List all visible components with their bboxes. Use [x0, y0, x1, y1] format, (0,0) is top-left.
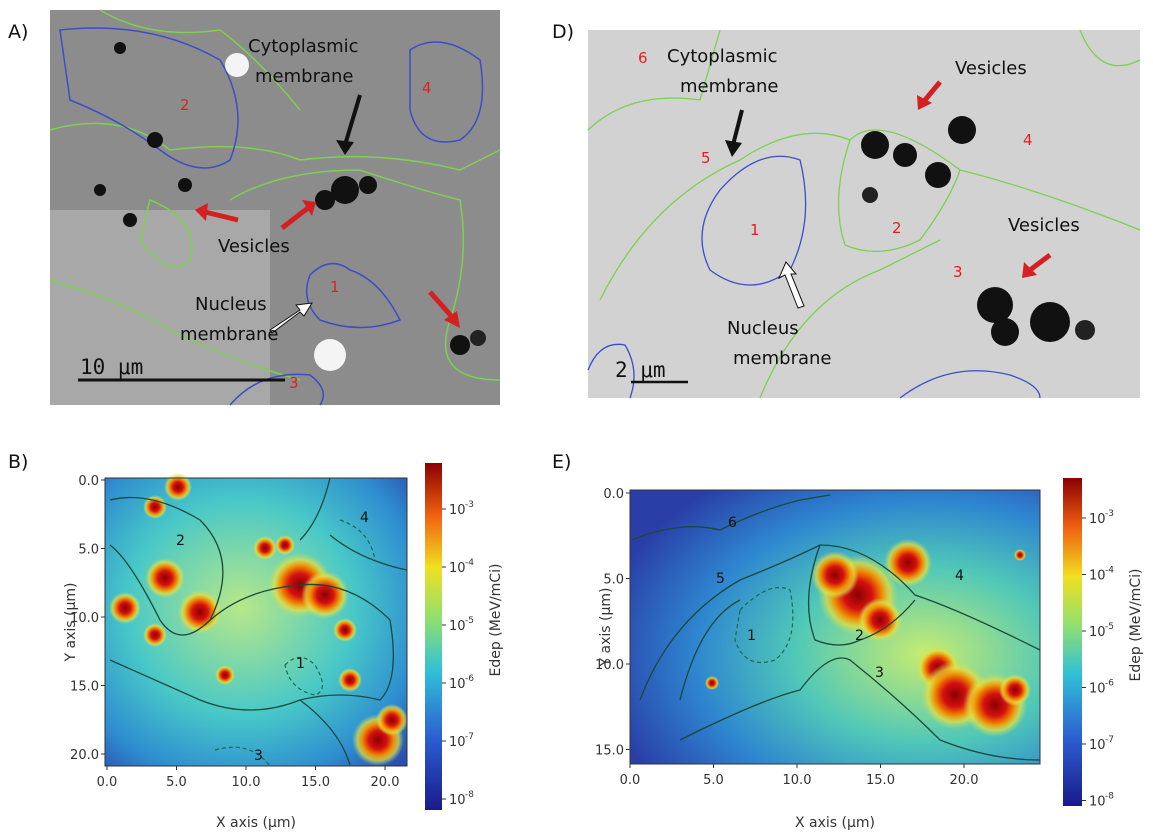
region-number: 2: [892, 219, 902, 237]
x-tick-label: 10.0: [783, 773, 812, 788]
colorbar-tick-exponent: -3: [465, 500, 474, 510]
y-tick-label: 0.0: [78, 474, 99, 489]
region-number: 1: [330, 278, 340, 296]
scale-bar-label: 10 μm: [80, 355, 143, 379]
colorbar-tick-base: 10: [1089, 569, 1106, 584]
region-number: 2: [176, 533, 185, 549]
colorbar-tick-exponent: -8: [465, 790, 474, 800]
colorbar-tick-base: 10: [449, 561, 466, 576]
region-number: 6: [728, 515, 737, 531]
colorbar-tick-base: 10: [1089, 625, 1106, 640]
colorbar-tick-exponent: -3: [1105, 509, 1114, 519]
y-axis-label: Y axis (μm): [63, 583, 79, 663]
x-tick-label: 20.0: [371, 775, 400, 790]
y-tick-label: 10.0: [70, 611, 99, 626]
panel-letter: A): [8, 21, 28, 43]
x-tick-label: 5.0: [166, 775, 187, 790]
colorbar-tick-exponent: -5: [1105, 622, 1114, 632]
colorbar-label: Edep (MeV/mCi): [488, 564, 504, 677]
colorbar-tick-exponent: -7: [465, 732, 474, 742]
colorbar-tick-base: 10: [449, 619, 466, 634]
region-number: 1: [750, 221, 760, 239]
region-number: 1: [296, 656, 305, 672]
y-tick-label: 15.0: [70, 680, 99, 695]
colorbar-tick-base: 10: [449, 793, 466, 808]
colorbar-label: Edep (MeV/mCi): [1128, 569, 1144, 682]
annotation: membrane: [733, 348, 831, 369]
region-number: 3: [953, 263, 963, 281]
colorbar-tick-exponent: -6: [465, 674, 474, 684]
panel-letter: B): [8, 451, 28, 473]
heatmap-b: [104, 463, 442, 810]
region-number: 5: [701, 149, 711, 167]
y-tick-label: 5.0: [78, 543, 99, 558]
scale-bar-label: 2 μm: [615, 358, 666, 382]
y-tick-label: 15.0: [595, 744, 624, 759]
colorbar-tick-base: 10: [1089, 682, 1106, 697]
heatmap-e: [629, 478, 1082, 806]
colorbar-tick-exponent: -6: [1105, 679, 1114, 689]
region-number: 4: [360, 510, 369, 526]
micrograph-d: [587, 29, 1141, 399]
region-number: 3: [875, 665, 884, 681]
y-tick-label: 20.0: [70, 748, 99, 763]
x-axis-label: X axis (μm): [216, 815, 296, 831]
y-tick-label: 0.0: [603, 487, 624, 502]
annotation: Cytoplasmic: [667, 46, 778, 67]
annotation: membrane: [255, 66, 353, 87]
region-number: 4: [422, 79, 432, 97]
x-tick-label: 20.0: [950, 773, 979, 788]
x-tick-label: 0.0: [97, 775, 118, 790]
colorbar-tick-exponent: -7: [1105, 735, 1114, 745]
annotation: Nucleus: [195, 294, 267, 315]
region-number: 6: [638, 49, 648, 67]
x-tick-label: 15.0: [301, 775, 330, 790]
annotation: Nucleus: [727, 318, 799, 339]
region-number: 5: [716, 571, 725, 587]
x-tick-label: 0.0: [620, 773, 641, 788]
colorbar-tick-base: 10: [449, 735, 466, 750]
colorbar-tick-base: 10: [1089, 795, 1106, 810]
micrograph-a: [49, 9, 501, 406]
x-tick-label: 15.0: [866, 773, 895, 788]
annotation: membrane: [680, 76, 778, 97]
colorbar-tick-exponent: -5: [465, 616, 474, 626]
annotation: Vesicles: [1008, 215, 1080, 236]
panel-letter: E): [552, 451, 571, 473]
panel-letter: D): [552, 21, 574, 43]
colorbar-tick-base: 10: [1089, 512, 1106, 527]
y-tick-label: 5.0: [603, 573, 624, 588]
y-axis-label: Y axis (μm): [598, 588, 614, 668]
colorbar-tick-base: 10: [449, 503, 466, 518]
x-tick-label: 5.0: [703, 773, 724, 788]
colorbar-tick-exponent: -8: [1105, 792, 1114, 802]
region-number: 1: [747, 628, 756, 644]
x-tick-label: 10.0: [232, 775, 261, 790]
colorbar-tick-exponent: -4: [1105, 566, 1114, 576]
colorbar-tick-exponent: -4: [465, 558, 474, 568]
annotation: Cytoplasmic: [248, 36, 359, 57]
region-number: 2: [855, 628, 864, 644]
y-tick-label: 10.0: [595, 658, 624, 673]
region-number: 4: [955, 568, 964, 584]
annotation: Vesicles: [218, 236, 290, 257]
region-number: 3: [254, 748, 263, 764]
x-axis-label: X axis (μm): [795, 815, 875, 831]
region-number: 3: [289, 374, 299, 392]
region-number: 4: [1023, 131, 1033, 149]
colorbar-tick-base: 10: [1089, 738, 1106, 753]
colorbar-tick-base: 10: [449, 677, 466, 692]
annotation: membrane: [180, 324, 278, 345]
region-number: 2: [180, 96, 190, 114]
annotation: Vesicles: [955, 58, 1027, 79]
